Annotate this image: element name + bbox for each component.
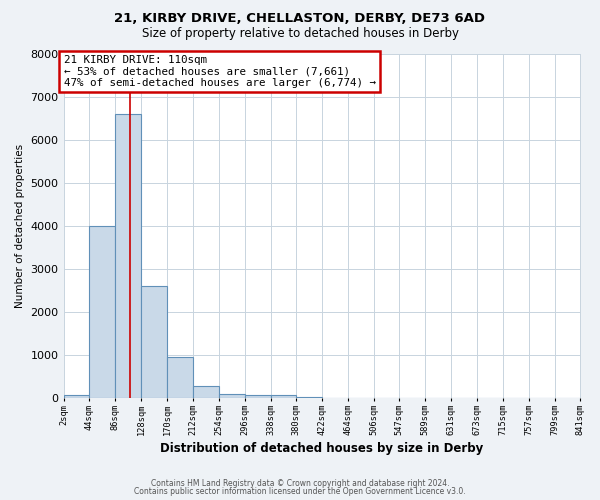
Text: Contains HM Land Registry data © Crown copyright and database right 2024.: Contains HM Land Registry data © Crown c… (151, 478, 449, 488)
Bar (193, 386, 219, 398)
Bar (245, 396, 271, 398)
Bar (89, 226, 115, 398)
Text: 21, KIRBY DRIVE, CHELLASTON, DERBY, DE73 6AD: 21, KIRBY DRIVE, CHELLASTON, DERBY, DE73… (115, 12, 485, 26)
Bar (167, 357, 193, 398)
Bar (296, 396, 322, 398)
Bar (115, 114, 141, 398)
Bar (271, 396, 296, 398)
Text: 21 KIRBY DRIVE: 110sqm
← 53% of detached houses are smaller (7,661)
47% of semi-: 21 KIRBY DRIVE: 110sqm ← 53% of detached… (64, 55, 376, 88)
Bar (141, 286, 167, 398)
Bar (219, 394, 245, 398)
Bar (64, 395, 89, 398)
Text: Contains public sector information licensed under the Open Government Licence v3: Contains public sector information licen… (134, 487, 466, 496)
Text: Size of property relative to detached houses in Derby: Size of property relative to detached ho… (142, 28, 458, 40)
Y-axis label: Number of detached properties: Number of detached properties (15, 144, 25, 308)
X-axis label: Distribution of detached houses by size in Derby: Distribution of detached houses by size … (160, 442, 484, 455)
